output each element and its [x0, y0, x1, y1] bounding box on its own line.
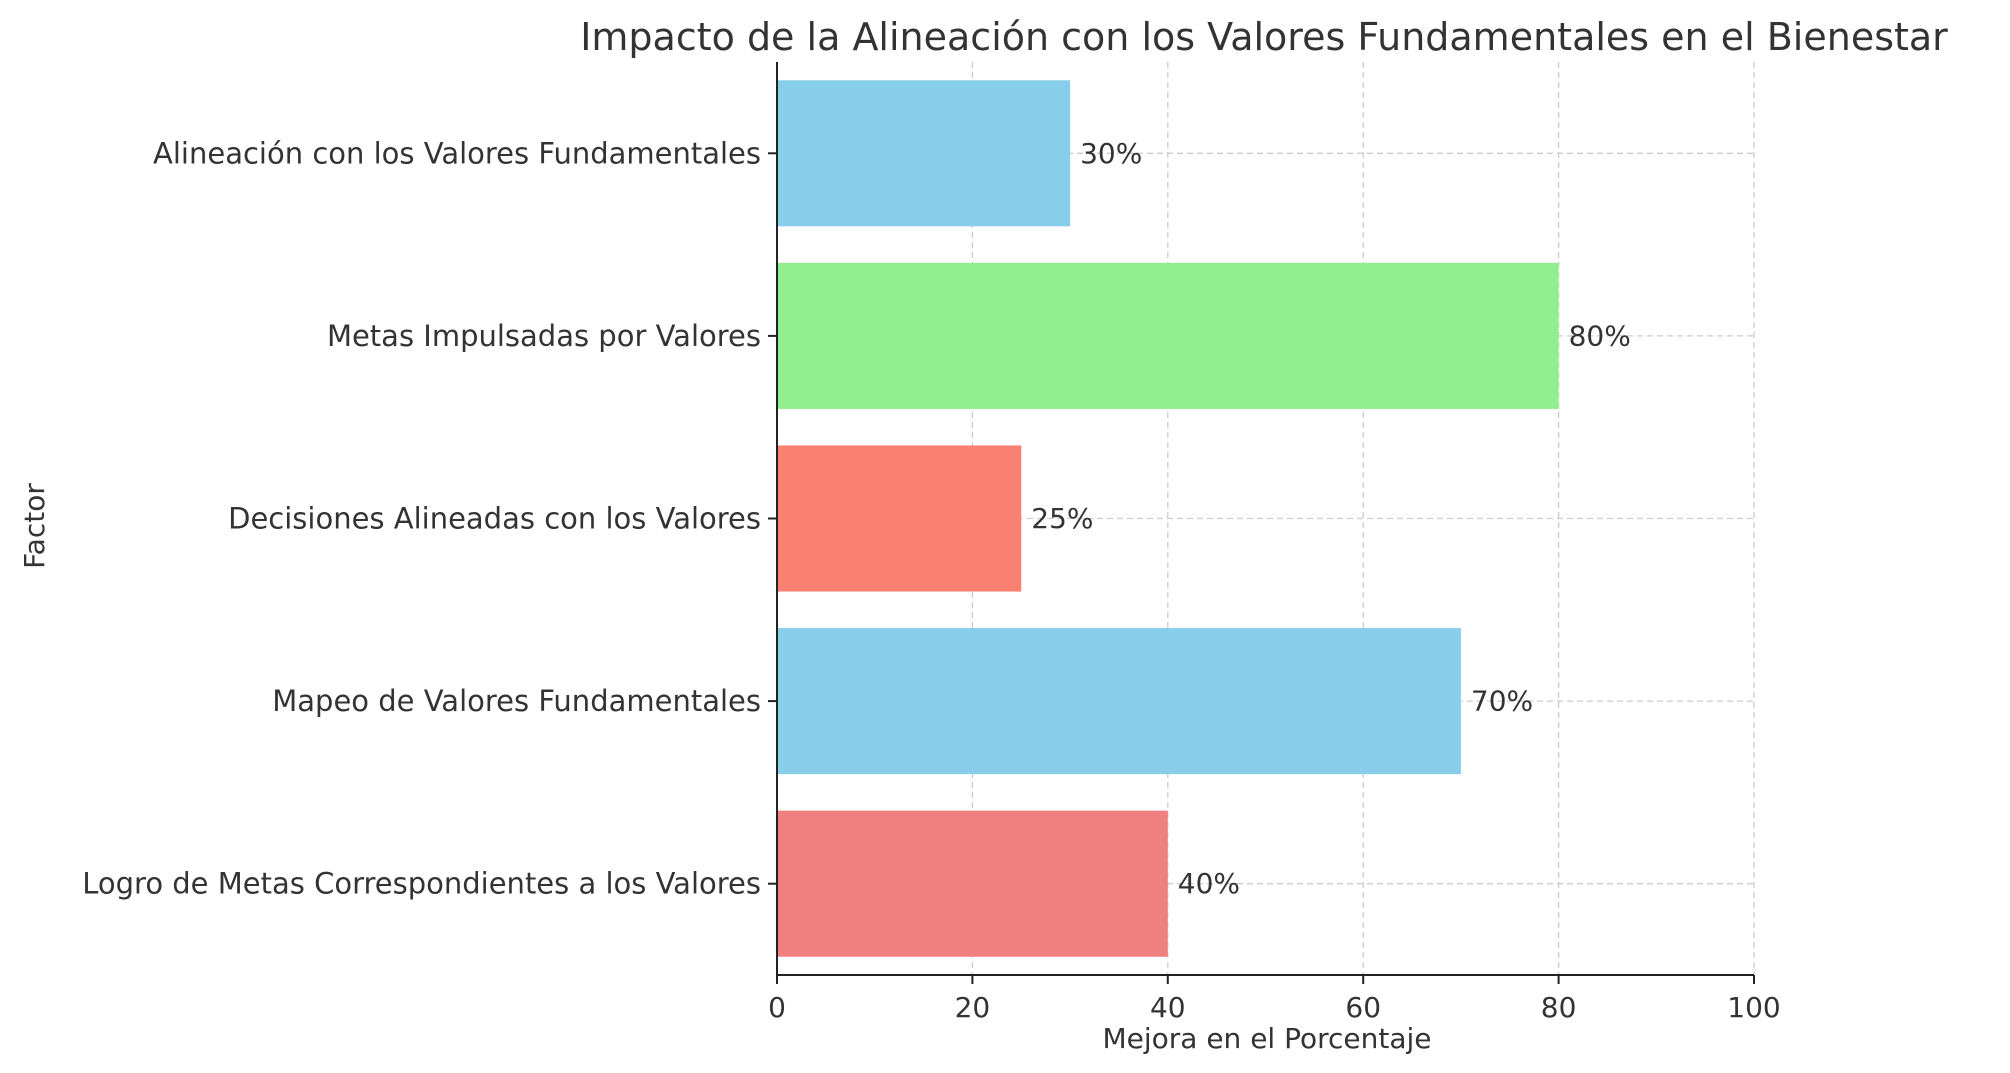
- bar-value-label: 70%: [1471, 685, 1533, 718]
- x-tick-label: 80: [1541, 991, 1577, 1024]
- y-category-label: Metas Impulsadas por Valores: [327, 319, 761, 353]
- y-category-labels: Alineación con los Valores Fundamentales…: [82, 136, 761, 900]
- x-tick-label: 0: [768, 991, 786, 1024]
- y-category-label: Mapeo de Valores Fundamentales: [272, 684, 761, 718]
- bar-value-label: 80%: [1569, 319, 1631, 352]
- x-tick-label: 100: [1727, 991, 1780, 1024]
- x-tick-label: 60: [1345, 991, 1381, 1024]
- bars: 30% 80% 25% 70% 40%: [777, 80, 1631, 957]
- bar-value-label: 30%: [1080, 137, 1142, 170]
- bar: [777, 262, 1559, 409]
- x-axis-label: Mejora en el Porcentaje: [1102, 1022, 1431, 1055]
- bar: [777, 80, 1071, 227]
- y-category-label: Logro de Metas Correspondientes a los Va…: [82, 867, 761, 901]
- y-category-label: Decisiones Alineadas con los Valores: [228, 502, 761, 536]
- bar-value-label: 25%: [1031, 502, 1093, 535]
- bar-value-label: 40%: [1178, 867, 1240, 900]
- bar: [777, 810, 1168, 957]
- chart-title: Impacto de la Alineación con los Valores…: [580, 15, 1948, 59]
- x-tick-label: 20: [955, 991, 991, 1024]
- bar: [777, 445, 1022, 592]
- x-ticks: 0 20 40 60 80 100: [768, 152, 1781, 1024]
- y-category-label: Alineación con los Valores Fundamentales: [153, 136, 761, 170]
- x-tick-label: 40: [1150, 991, 1186, 1024]
- y-axis-label: Factor: [18, 483, 51, 569]
- bar: [777, 628, 1461, 775]
